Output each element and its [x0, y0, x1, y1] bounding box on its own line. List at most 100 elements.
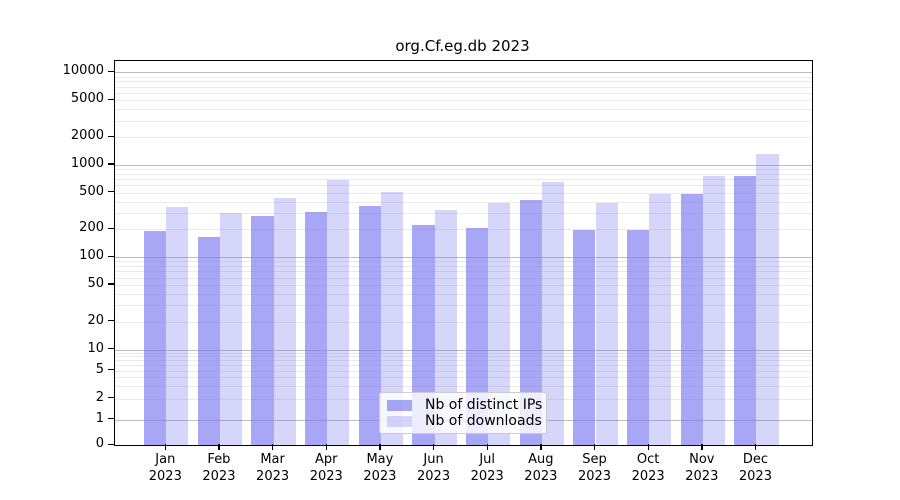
minor-gridline-9000 [115, 76, 812, 78]
x-tick-mark-nov [701, 444, 703, 450]
x-tick-year: 2023 [363, 469, 397, 484]
bar-distinct-ips-jan [144, 231, 167, 445]
x-tick-mark-jul [486, 444, 488, 450]
minor-gridline-400 [115, 201, 812, 203]
x-tick-label-sep: Sep 2023 [563, 451, 627, 485]
bar-distinct-ips-oct [626, 230, 650, 445]
y-tick-label-5: 5 [95, 361, 104, 377]
bar-downloads-mar [273, 198, 296, 445]
x-tick-mark-sep [594, 444, 596, 450]
minor-gridline-500 [115, 192, 812, 194]
x-tick-year: 2023 [256, 469, 290, 484]
minor-gridline-30 [115, 305, 812, 307]
y-tick-mark-500 [108, 191, 114, 193]
y-tick-label-2000: 2000 [70, 128, 104, 144]
x-tick-label-nov: Nov 2023 [670, 451, 734, 485]
y-tick-mark-0 [108, 443, 114, 445]
minor-gridline-20 [115, 321, 812, 323]
y-tick-label-1000: 1000 [70, 155, 104, 171]
bar-distinct-ips-mar [251, 215, 274, 445]
x-tick-label-oct: Oct 2023 [616, 451, 680, 485]
bar-downloads-aug [541, 181, 565, 445]
bar-downloads-jan [166, 206, 189, 445]
bar-downloads-jul [488, 203, 511, 445]
minor-gridline-200 [115, 229, 812, 231]
minor-gridline-90 [115, 261, 812, 263]
bar-downloads-sep [595, 203, 618, 445]
legend-item-distinct-ips: Nb of distinct IPs [387, 397, 543, 413]
x-tick-mark-oct [647, 444, 649, 450]
x-tick-mark-feb [218, 444, 220, 450]
minor-gridline-60 [115, 277, 812, 279]
x-tick-label-jul: Jul 2023 [455, 451, 519, 485]
minor-gridline-6000 [115, 92, 812, 94]
major-gridline-10000 [115, 72, 812, 74]
x-tick-month: Jan [155, 452, 176, 467]
x-tick-label-may: May 2023 [348, 451, 412, 485]
minor-gridline-70 [115, 271, 812, 273]
bar-distinct-ips-dec [734, 175, 757, 445]
x-tick-mark-dec [754, 444, 757, 450]
bar-downloads-oct [649, 193, 672, 445]
minor-gridline-6 [115, 365, 812, 367]
bar-distinct-ips-aug [519, 199, 542, 445]
minor-gridline-8 [115, 356, 812, 358]
bar-distinct-ips-sep [573, 229, 596, 445]
y-tick-mark-10 [108, 348, 114, 350]
minor-gridline-300 [115, 213, 812, 215]
bar-distinct-ips-apr [305, 211, 328, 445]
major-gridline-1000 [115, 164, 812, 166]
x-tick-month: Oct [636, 452, 660, 467]
y-tick-mark-100 [108, 255, 114, 257]
x-tick-label-apr: Apr 2023 [294, 451, 358, 485]
y-tick-mark-10000 [108, 70, 114, 73]
bar-downloads-nov [702, 175, 725, 445]
x-tick-label-dec: Dec 2023 [723, 451, 787, 485]
y-tick-mark-1000 [108, 163, 114, 165]
x-tick-month: Apr [315, 452, 338, 467]
x-tick-label-aug: Aug 2023 [509, 451, 573, 485]
x-tick-mark-mar [272, 444, 274, 450]
bar-distinct-ips-jun [412, 225, 435, 445]
minor-gridline-2000 [115, 137, 812, 139]
bar-distinct-ips-jul [466, 228, 489, 445]
y-tick-mark-200 [108, 227, 114, 230]
minor-gridline-7000 [115, 86, 812, 88]
minor-gridline-800 [115, 173, 812, 175]
x-tick-mark-jun [433, 444, 435, 450]
x-tick-year: 2023 [148, 469, 182, 484]
y-tick-mark-1 [108, 418, 114, 420]
minor-gridline-40 [115, 293, 812, 295]
y-tick-mark-2 [108, 397, 114, 399]
major-gridline-100 [115, 257, 812, 259]
legend-item-downloads: Nb of downloads [387, 413, 542, 429]
minor-gridline-4000 [115, 109, 812, 111]
x-tick-label-jun: Jun 2023 [402, 451, 466, 485]
minor-gridline-700 [115, 179, 812, 181]
x-tick-mark-aug [540, 444, 542, 450]
minor-gridline-900 [115, 169, 812, 171]
minor-gridline-600 [115, 185, 812, 187]
x-tick-year: 2023 [577, 469, 612, 484]
y-tick-label-0: 0 [95, 436, 104, 451]
x-tick-month: Feb [207, 452, 231, 467]
y-tick-label-5000: 5000 [70, 91, 104, 107]
x-tick-month: May [366, 452, 394, 467]
legend-label-distinct-ips: Nb of distinct IPs [425, 397, 543, 413]
bar-distinct-ips-feb [197, 236, 220, 445]
x-tick-mark-may [379, 444, 381, 450]
y-tick-mark-50 [108, 283, 114, 285]
minor-gridline-8000 [115, 81, 812, 83]
legend: Nb of distinct IPs Nb of downloads [379, 392, 547, 434]
bar-downloads-apr [327, 179, 350, 445]
x-tick-year: 2023 [738, 469, 772, 484]
x-tick-label-mar: Mar 2023 [241, 451, 305, 485]
y-tick-mark-5 [108, 369, 114, 371]
minor-gridline-4 [115, 377, 812, 379]
chart-title: org.Cf.eg.db 2023 [395, 37, 530, 55]
y-tick-mark-5000 [108, 98, 114, 101]
minor-gridline-80 [115, 266, 812, 268]
minor-gridline-3000 [115, 120, 812, 122]
legend-swatch-distinct-ips-icon [387, 399, 412, 411]
x-tick-year: 2023 [631, 469, 665, 484]
